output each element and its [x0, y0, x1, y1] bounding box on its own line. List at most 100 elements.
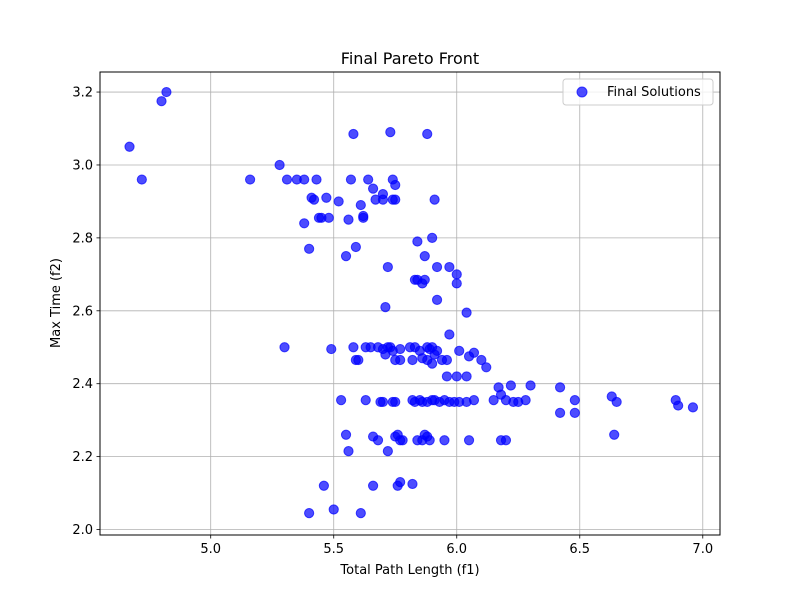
legend: Final Solutions [562, 78, 714, 106]
data-point [395, 354, 406, 366]
data-point [451, 269, 462, 280]
data-point [505, 380, 516, 391]
data-point [429, 349, 440, 360]
data-point [348, 342, 359, 353]
data-point [380, 302, 391, 313]
grid [100, 72, 720, 535]
data-point [424, 435, 435, 446]
data-point [390, 194, 401, 205]
data-point [308, 194, 320, 205]
data-point [343, 214, 354, 225]
data-point [525, 380, 536, 391]
x-tick-label: 6.0 [446, 542, 467, 557]
x-axis-label: Total Path Length (f1) [339, 563, 479, 578]
data-point [412, 236, 423, 247]
axis-ticks: 5.0 5.5 6.0 6.5 7.0 2.0 2.2 2.4 2.6 2.8 3.0 3.2 [72, 86, 713, 557]
data-point [136, 174, 147, 185]
data-point [451, 371, 462, 382]
data-point [161, 86, 172, 98]
data-point [439, 435, 450, 446]
data-point [355, 508, 366, 519]
data-point [609, 429, 620, 440]
data-point [431, 261, 443, 273]
x-tick-label: 5.0 [200, 542, 221, 557]
data-point [429, 194, 440, 205]
data-point [382, 446, 393, 457]
data-point [417, 278, 428, 289]
data-point [390, 396, 401, 408]
data-point [441, 354, 453, 366]
data-point [673, 400, 684, 411]
data-points [124, 86, 699, 519]
data-point [367, 183, 379, 194]
data-point [500, 435, 512, 446]
data-point [390, 179, 401, 191]
data-point [520, 395, 531, 406]
data-point [380, 349, 391, 360]
data-point [454, 345, 465, 356]
y-axis-label: Max Time (f2) [49, 258, 64, 348]
data-point [299, 218, 310, 229]
data-point [422, 128, 433, 140]
legend-box [562, 78, 714, 106]
data-point [611, 396, 622, 408]
y-tick-label: 3.0 [72, 158, 93, 173]
data-point [350, 241, 361, 253]
data-point [395, 477, 406, 488]
x-tick-label: 6.5 [569, 542, 590, 557]
data-point [451, 278, 462, 289]
data-point [326, 343, 337, 355]
data-point [419, 251, 430, 262]
x-tick-label: 7.0 [692, 542, 713, 557]
data-point [304, 243, 315, 254]
data-point [304, 508, 315, 519]
data-point [569, 407, 580, 418]
data-point [244, 174, 256, 185]
data-point [687, 402, 699, 413]
data-point [340, 429, 352, 440]
data-point [353, 354, 364, 366]
data-point [444, 261, 455, 273]
data-point [336, 395, 347, 406]
data-point [348, 128, 359, 140]
data-point [461, 371, 472, 382]
data-point [333, 196, 344, 207]
data-point [299, 174, 310, 185]
data-point [156, 96, 167, 107]
y-tick-label: 2.8 [72, 231, 93, 246]
data-point [476, 354, 487, 366]
data-point [358, 212, 369, 223]
data-point [340, 251, 352, 262]
data-point [343, 446, 354, 457]
data-point [481, 362, 492, 373]
plot-frame [99, 71, 721, 536]
y-tick-label: 2.6 [72, 304, 93, 319]
chart-title: Final Pareto Front [341, 49, 479, 68]
data-point [345, 174, 357, 185]
x-tick-label: 5.5 [323, 542, 344, 557]
data-point [488, 395, 499, 406]
legend-label: Final Solutions [607, 85, 701, 100]
data-point [323, 212, 334, 223]
data-point [427, 358, 438, 369]
data-point [468, 395, 480, 406]
data-point [281, 174, 293, 185]
data-point [385, 127, 396, 138]
legend-marker [576, 86, 588, 98]
data-point [318, 480, 329, 491]
data-point [554, 382, 566, 393]
y-tick-label: 3.2 [72, 86, 93, 101]
data-point [363, 174, 374, 185]
data-point [441, 371, 453, 382]
data-point [427, 232, 438, 243]
y-tick-label: 2.2 [72, 450, 93, 465]
data-point [407, 354, 418, 366]
data-point [355, 199, 366, 211]
data-point [328, 504, 339, 515]
data-point [468, 347, 480, 358]
data-point [360, 395, 371, 406]
data-point [382, 261, 393, 273]
data-point [431, 294, 443, 305]
data-point [377, 194, 389, 205]
data-point [279, 342, 290, 353]
